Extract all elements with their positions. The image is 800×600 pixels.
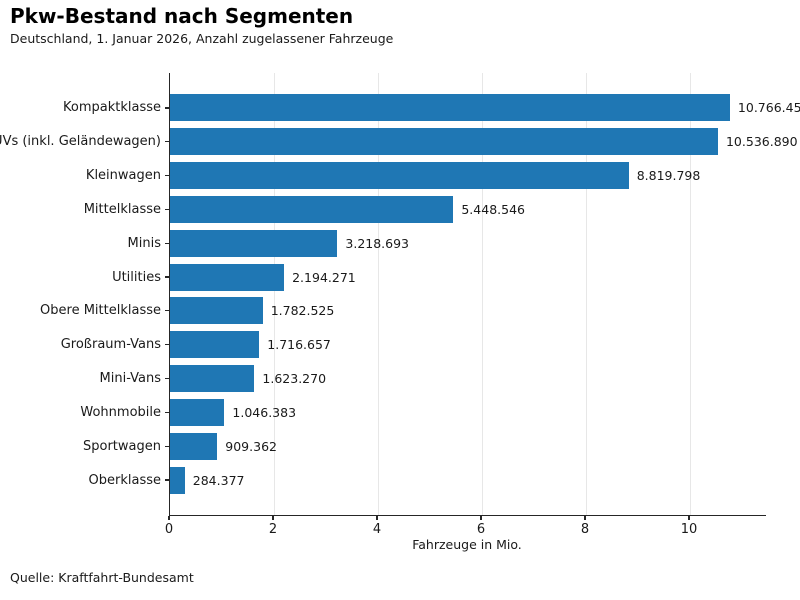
bar-kompaktklasse: [170, 94, 730, 122]
bar-row: 3.218.693: [170, 226, 766, 260]
bar-value-label: 10.766.456: [737, 100, 800, 116]
x-tick-mark-4: [376, 516, 378, 520]
y-tick-mark: [165, 208, 169, 210]
y-category-label: Kompaktklasse: [63, 100, 161, 116]
x-tick-label-4: 4: [372, 522, 382, 537]
y-category-label: Minis: [127, 235, 161, 251]
bar-value-label: 5.448.546: [461, 201, 525, 217]
y-tick-mark: [165, 310, 169, 312]
gridline-x-4: [378, 73, 380, 515]
y-category-label: Großraum-Vans: [60, 337, 161, 353]
y-category-label: SUVs (inkl. Geländewagen): [0, 134, 161, 150]
x-tick-mark-2: [272, 516, 274, 520]
bar-minis: [170, 229, 338, 257]
y-label-row: SUVs (inkl. Geländewagen): [0, 125, 169, 159]
y-category-label: Wohnmobile: [80, 404, 161, 420]
bar-oberklasse: [170, 466, 185, 494]
y-label-row: Wohnmobile: [0, 395, 169, 429]
bar-row: 1.782.525: [170, 294, 766, 328]
bar-obere-mittelklasse: [170, 297, 263, 325]
y-label-row: Kompaktklasse: [0, 91, 169, 125]
bar-kleinwagen: [170, 162, 629, 190]
gridline-x-8: [586, 73, 588, 515]
x-tick-mark-0: [168, 516, 170, 520]
bar-row: 1.623.270: [170, 362, 766, 396]
x-tick-mark-10: [688, 516, 690, 520]
bars-container: 10.766.456 10.536.890 8.819.798 5.448.546 3.…: [170, 73, 800, 515]
bar-mittelklasse: [170, 195, 454, 223]
gridline-x-2: [274, 73, 275, 515]
bar-value-label: 2.194.271: [292, 269, 356, 285]
y-label-row: Utilities: [0, 260, 169, 294]
bar-row: 2.194.271: [170, 260, 766, 294]
bar-sportwagen: [170, 432, 218, 460]
y-label-row: Mini-Vans: [0, 362, 169, 396]
x-tick-label-2: 2: [268, 522, 278, 537]
bar-value-label: 1.716.657: [267, 337, 331, 353]
y-tick-mark: [165, 479, 169, 481]
bar-wohnmobile: [170, 398, 225, 426]
y-tick-mark: [165, 344, 169, 346]
bar-row: 1.716.657: [170, 328, 766, 362]
bar-value-label: 1.623.270: [262, 371, 327, 387]
chart-title: Pkw-Bestand nach Segmenten: [10, 4, 354, 28]
bar-value-label: 284.377: [192, 472, 245, 488]
bar-row: 1.046.383: [170, 395, 766, 429]
bar-gro-raum-vans: [170, 331, 260, 359]
bar-row: 909.362: [170, 429, 766, 463]
y-category-label: Obere Mittelklasse: [40, 303, 161, 319]
x-tick-mark-6: [480, 516, 482, 520]
y-tick-mark: [165, 141, 169, 143]
y-category-label: Mini-Vans: [99, 371, 161, 387]
y-category-label: Utilities: [112, 269, 161, 285]
x-tick-label-6: 6: [476, 522, 486, 537]
bar-row: 8.819.798: [170, 159, 766, 193]
bar-value-label: 1.782.525: [270, 303, 335, 319]
bar-mini-vans: [170, 365, 255, 393]
y-tick-mark: [165, 411, 169, 413]
gridline-x-10: [690, 73, 692, 515]
y-tick-mark: [165, 242, 169, 244]
bar-row: 5.448.546: [170, 192, 766, 226]
y-category-label: Kleinwagen: [85, 168, 161, 184]
bar-value-label: 8.819.798: [636, 168, 701, 184]
bar-value-label: 3.218.693: [345, 235, 410, 251]
x-tick-label-10: 10: [680, 522, 698, 537]
x-axis: 0 2 4 6 8 10: [165, 516, 765, 542]
bar-value-label: 1.046.383: [232, 404, 297, 420]
gridline-x-6: [482, 73, 484, 515]
y-tick-mark: [165, 174, 169, 177]
bar-value-label: 909.362: [225, 438, 277, 454]
bar-row: 284.377: [170, 463, 766, 497]
y-label-row: Kleinwagen: [0, 159, 169, 193]
chart-subtitle: Deutschland, 1. Januar 2026, Anzahl zuge…: [10, 31, 394, 46]
x-tick-label-8: 8: [580, 522, 590, 537]
y-category-label: Mittelklasse: [83, 201, 161, 217]
bar-row: 10.536.890: [170, 125, 798, 159]
y-label-row: Mittelklasse: [0, 192, 169, 226]
x-tick-mark-8: [584, 516, 586, 520]
plot-area: 10.766.456 10.536.890 8.819.798 5.448.546 3.…: [169, 73, 800, 516]
bar-suvs-inkl-gel-ndewagen-: [170, 128, 718, 156]
bar-row: 10.766.456: [170, 91, 800, 125]
source-note: Quelle: Kraftfahrt-Bundesamt: [10, 570, 194, 585]
y-label-row: Minis: [0, 226, 169, 260]
y-axis-category-labels: Kompaktklasse SUVs (inkl. Geländewagen) Kl…: [0, 73, 169, 515]
x-tick-label-0: 0: [164, 522, 174, 537]
y-tick-mark: [165, 445, 169, 447]
y-tick-mark: [165, 377, 169, 380]
y-tick-mark: [165, 107, 169, 109]
y-category-label: Oberklasse: [88, 472, 161, 488]
x-axis-title: Fahrzeuge in Mio.: [412, 537, 522, 552]
bar-utilities: [170, 263, 285, 291]
y-label-row: Oberklasse: [0, 463, 169, 497]
bar-value-label: 10.536.890: [725, 134, 798, 150]
y-category-label: Sportwagen: [83, 438, 161, 454]
y-label-row: Sportwagen: [0, 429, 169, 463]
y-tick-mark: [165, 276, 169, 278]
y-label-row: Großraum-Vans: [0, 328, 169, 362]
y-label-row: Obere Mittelklasse: [0, 294, 169, 328]
